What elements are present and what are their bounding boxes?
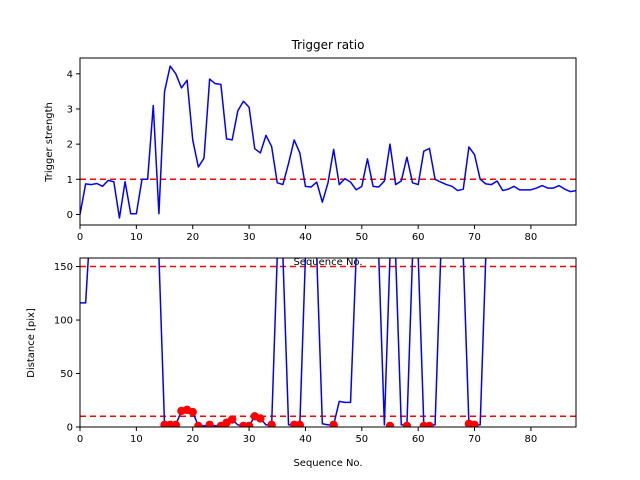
data-point-marker (470, 420, 479, 427)
distance-xlabel: Sequence No. (293, 458, 362, 469)
x-tick-label: 50 (355, 434, 368, 445)
y-tick-label: 2 (67, 140, 73, 151)
trigger-ratio-title: Trigger ratio (291, 38, 365, 52)
distance-ticks: 0 10 20 30 40 50 60 70 80 0 50 100 150 (54, 262, 537, 445)
y-tick-label: 150 (54, 262, 73, 273)
x-tick-label: 20 (186, 434, 199, 445)
trigger-ratio-axes-frame (79, 57, 577, 226)
x-tick-label: 80 (525, 232, 538, 243)
x-tick-label: 60 (412, 434, 425, 445)
y-tick-label: 0 (67, 210, 73, 221)
data-point-marker (256, 414, 265, 423)
data-point-marker (402, 421, 412, 427)
distance-plot-area (80, 258, 576, 427)
x-tick-label: 30 (243, 232, 256, 243)
data-point-marker (244, 421, 254, 427)
series-line-0 (80, 65, 576, 219)
x-tick-label: 10 (130, 232, 143, 243)
x-tick-label: 40 (299, 232, 312, 243)
x-tick-label: 0 (77, 232, 83, 243)
distance-ylabel: Distance [pix] (26, 308, 37, 378)
trigger-ratio-ylabel: Trigger strength (44, 102, 55, 183)
data-point-marker (385, 421, 395, 427)
data-point-marker (188, 407, 197, 417)
x-tick-label: 60 (412, 232, 425, 243)
x-tick-label: 0 (77, 434, 83, 445)
y-tick-label: 50 (60, 369, 73, 380)
data-point-marker (295, 420, 305, 427)
x-tick-label: 10 (130, 434, 143, 445)
x-tick-label: 40 (299, 434, 312, 445)
x-tick-label: 20 (186, 232, 199, 243)
data-point-marker (267, 420, 276, 427)
data-point-marker (425, 421, 434, 427)
distance-axes-frame (79, 257, 577, 428)
trigger-ratio-chart: 0 10 20 30 40 50 60 70 80 0 1 2 3 4 Trigger ratio Seq… (44, 38, 577, 268)
y-tick-label: 3 (67, 104, 73, 115)
data-point-marker (227, 415, 237, 424)
trigger-ratio-plot-area (80, 65, 576, 219)
x-tick-label: 70 (468, 232, 481, 243)
data-point-marker (329, 420, 338, 427)
y-tick-label: 100 (54, 316, 73, 327)
y-tick-label: 4 (67, 69, 73, 80)
data-point-marker (194, 421, 203, 427)
x-tick-label: 50 (355, 232, 368, 243)
x-tick-label: 80 (525, 434, 538, 445)
trigger-ratio-xlabel: Sequence No. (293, 257, 362, 268)
data-point-marker (205, 420, 214, 427)
x-tick-label: 70 (468, 434, 481, 445)
plot-marks (80, 65, 576, 219)
y-tick-label: 1 (67, 175, 73, 186)
trigger-ratio-ticks: 0 10 20 30 40 50 60 70 80 0 1 2 3 4 (67, 69, 538, 243)
x-tick-label: 30 (243, 434, 256, 445)
plot-marks (80, 258, 576, 427)
data-point-marker (171, 420, 181, 427)
y-tick-label: 0 (67, 423, 73, 434)
